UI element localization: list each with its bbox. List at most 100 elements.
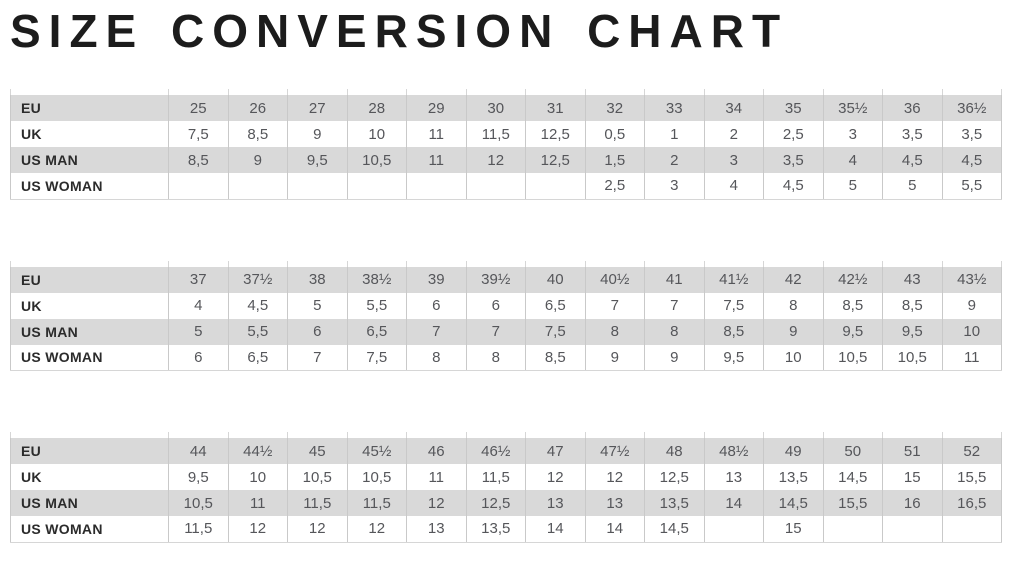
size-cell: 8,5 <box>704 318 764 345</box>
size-cell: 14 <box>704 490 764 516</box>
size-cell: 6,5 <box>228 344 288 371</box>
size-cell: 12 <box>347 516 407 543</box>
size-cell: 6 <box>287 318 348 345</box>
size-cell: 6,5 <box>525 292 586 319</box>
size-cell: 46 <box>406 438 467 464</box>
column-tick <box>585 432 645 438</box>
size-cell: 11 <box>406 464 467 490</box>
size-cell: 12 <box>228 516 288 543</box>
size-cell: 2,5 <box>585 173 645 200</box>
size-cell: 12,5 <box>644 464 705 490</box>
size-cell: 10,5 <box>347 464 407 490</box>
size-cell: 45½ <box>347 438 407 464</box>
size-cell: 14,5 <box>763 490 824 516</box>
size-cell: 2 <box>644 147 705 173</box>
column-tick <box>168 432 229 438</box>
column-tick <box>10 89 169 95</box>
size-cell: 4 <box>704 173 764 200</box>
size-cell: 12,5 <box>525 147 586 173</box>
size-cell: 9 <box>585 344 645 371</box>
column-tick <box>882 260 943 267</box>
size-cell: 43 <box>882 266 943 293</box>
size-cell: 14 <box>525 516 586 543</box>
size-cell: 12 <box>287 516 348 543</box>
size-cell: 14,5 <box>823 464 883 490</box>
size-cell: 16 <box>882 490 943 516</box>
size-cell: 11 <box>406 147 467 173</box>
size-cell: 40½ <box>585 266 645 293</box>
size-cell: 28 <box>347 95 407 121</box>
size-cell: 1,5 <box>585 147 645 173</box>
size-cell: 14,5 <box>644 516 705 543</box>
page-title: SIZE CONVERSION CHART <box>10 5 789 57</box>
size-cell: 13 <box>704 464 764 490</box>
column-tick <box>10 260 169 267</box>
column-tick <box>525 432 586 438</box>
size-cell: 8,5 <box>823 292 883 319</box>
column-tick <box>704 432 764 438</box>
column-tick <box>525 260 586 267</box>
column-tick <box>882 89 943 95</box>
table-row-us-woman: US WOMAN 2,5 3 4 4,5 5 5 5,5 <box>10 173 1002 200</box>
row-label: EU <box>10 438 169 464</box>
size-cell: 1 <box>644 121 705 147</box>
size-cell: 15 <box>882 464 943 490</box>
size-cell: 9 <box>228 147 288 173</box>
row-label: US MAN <box>10 490 169 516</box>
table-row-eu: EU 44 44½ 45 45½ 46 46½ 47 47½ 48 48½ 49 50 51 52 <box>10 438 1002 464</box>
size-table-section-3: EU 44 44½ 45 45½ 46 46½ 47 47½ 48 48½ 49 50 51 52 UK 9,5… <box>10 432 1002 543</box>
size-cell: 9 <box>644 344 705 371</box>
size-cell: 12,5 <box>525 121 586 147</box>
column-tick-marks <box>10 89 1002 95</box>
size-table-section-1: EU 25 26 27 28 29 30 31 32 33 34 35 35½ 36 36½ UK 7,5 8,5… <box>10 89 1002 200</box>
size-cell: 7,5 <box>704 292 764 319</box>
size-cell: 9,5 <box>704 344 764 371</box>
size-cell: 29 <box>406 95 467 121</box>
table-row-uk: UK 7,5 8,5 9 10 11 11,5 12,5 0,5 1 2 2,5 3 3,5 3,5 <box>10 121 1002 147</box>
size-cell: 35 <box>763 95 824 121</box>
column-tick <box>466 260 526 267</box>
column-tick <box>823 89 883 95</box>
size-cell: 8,5 <box>228 121 288 147</box>
column-tick <box>942 432 1002 438</box>
size-cell: 11 <box>228 490 288 516</box>
size-cell <box>406 173 467 200</box>
size-cell: 9 <box>287 121 348 147</box>
size-cell: 10 <box>228 464 288 490</box>
size-cell: 12 <box>466 147 526 173</box>
size-cell: 4,5 <box>228 292 288 319</box>
table-row-uk: UK 4 4,5 5 5,5 6 6 6,5 7 7 7,5 8 8,5 8,5 9 <box>10 292 1002 319</box>
column-tick <box>287 89 348 95</box>
size-cell: 10,5 <box>823 344 883 371</box>
size-cell: 11,5 <box>466 121 526 147</box>
row-label: EU <box>10 266 169 293</box>
column-tick <box>287 260 348 267</box>
column-tick <box>347 432 407 438</box>
size-cell: 49 <box>763 438 824 464</box>
table-row-us-man: US MAN 10,5 11 11,5 11,5 12 12,5 13 13 13,5 14 14,5… <box>10 490 1002 516</box>
size-cell <box>525 173 586 200</box>
column-tick <box>466 89 526 95</box>
size-cell: 10,5 <box>287 464 348 490</box>
size-cell: 7 <box>466 318 526 345</box>
size-cell: 42 <box>763 266 824 293</box>
size-cell: 36 <box>882 95 943 121</box>
column-tick <box>228 432 288 438</box>
size-cell: 44½ <box>228 438 288 464</box>
column-tick <box>466 432 526 438</box>
size-conversion-table-1: EU 25 26 27 28 29 30 31 32 33 34 35 35½ 36 36½ UK 7,5 8,5… <box>10 89 1002 200</box>
size-cell: 8 <box>406 344 467 371</box>
column-tick <box>942 260 1002 267</box>
size-cell: 41 <box>644 266 705 293</box>
row-label: UK <box>10 121 169 147</box>
size-cell <box>168 173 229 200</box>
column-tick <box>406 89 467 95</box>
size-cell <box>942 516 1002 543</box>
size-cell: 47½ <box>585 438 645 464</box>
row-label: UK <box>10 292 169 319</box>
size-cell: 5,5 <box>942 173 1002 200</box>
size-cell: 48½ <box>704 438 764 464</box>
column-tick <box>168 89 229 95</box>
size-cell: 11 <box>942 344 1002 371</box>
